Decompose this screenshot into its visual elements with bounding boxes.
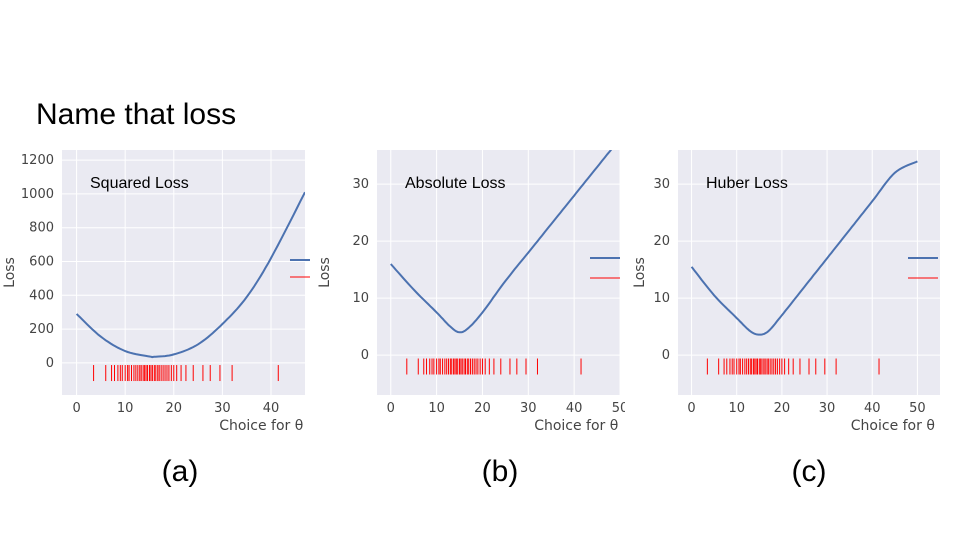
y-tick-label: 800 <box>29 221 54 236</box>
chart-panel-squared: 0 10 20 30 40 0 200 400 600 800 1000 1200 Squared Lo… <box>0 145 310 435</box>
y-tick-label: 1000 <box>21 187 54 202</box>
y-axis-label: Loss <box>2 257 18 288</box>
caption-a: (a) <box>161 455 199 488</box>
x-tick-label: 40 <box>263 401 280 416</box>
x-tick-label: 10 <box>428 401 445 416</box>
y-tick-label: 10 <box>352 291 369 306</box>
x-tick-label: 40 <box>566 401 583 416</box>
x-tick-label: 50 <box>612 401 625 416</box>
y-tick-label: 20 <box>653 234 670 249</box>
x-axis-label: Choice for θ <box>219 418 303 434</box>
x-axis-label: Choice for θ <box>851 418 935 434</box>
x-tick-label: 20 <box>474 401 491 416</box>
x-tick-label: 10 <box>728 401 745 416</box>
absolute-loss-chart: 0 10 20 30 40 50 0 10 20 30 Absolute Loss Choice fo… <box>317 150 625 434</box>
loss-curve <box>75 191 305 359</box>
y-tick-label: 400 <box>29 288 54 303</box>
x-tick-label: 30 <box>214 401 231 416</box>
plot-area <box>678 150 940 395</box>
loss-curve <box>690 160 918 336</box>
y-tick-label: 20 <box>352 234 369 249</box>
chart-panel-absolute: 0 10 20 30 40 50 0 10 20 30 Absolute Loss Choice fo… <box>315 145 625 435</box>
caption-b: (b) <box>481 455 519 488</box>
x-axis-label: Choice for θ <box>534 418 618 434</box>
panel-title: Squared Loss <box>90 175 189 192</box>
y-axis-label: Loss <box>317 257 333 288</box>
y-tick-label: 10 <box>653 291 670 306</box>
x-tick-label: 10 <box>117 401 134 416</box>
caption-c: (c) <box>791 455 827 488</box>
chart-panel-huber: 0 10 20 30 40 50 0 10 20 30 Huber Loss Choice for θ… <box>630 145 950 435</box>
x-tick-label: 0 <box>687 401 695 416</box>
y-tick-label: 200 <box>29 322 54 337</box>
y-tick-label: 30 <box>653 177 670 192</box>
panel-title: Absolute Loss <box>405 175 506 192</box>
y-tick-label: 0 <box>361 348 369 363</box>
x-tick-label: 30 <box>520 401 537 416</box>
x-tick-label: 30 <box>819 401 836 416</box>
panel-title: Huber Loss <box>706 175 788 192</box>
x-tick-label: 20 <box>774 401 791 416</box>
x-tick-label: 50 <box>909 401 926 416</box>
x-tick-label: 20 <box>166 401 183 416</box>
slide-title: Name that loss <box>36 98 237 131</box>
plot-area <box>377 150 620 395</box>
y-tick-label: 600 <box>29 255 54 270</box>
loss-curve <box>390 150 613 334</box>
plot-area <box>62 150 305 395</box>
y-axis-label: Loss <box>632 257 648 288</box>
y-tick-label: 0 <box>662 348 670 363</box>
y-tick-label: 30 <box>352 177 369 192</box>
x-tick-label: 0 <box>387 401 395 416</box>
y-tick-label: 0 <box>46 356 54 371</box>
y-tick-label: 1200 <box>21 153 54 168</box>
x-tick-label: 0 <box>72 401 80 416</box>
huber-loss-chart: 0 10 20 30 40 50 0 10 20 30 Huber Loss Choice for θ… <box>632 150 940 434</box>
x-tick-label: 40 <box>864 401 881 416</box>
